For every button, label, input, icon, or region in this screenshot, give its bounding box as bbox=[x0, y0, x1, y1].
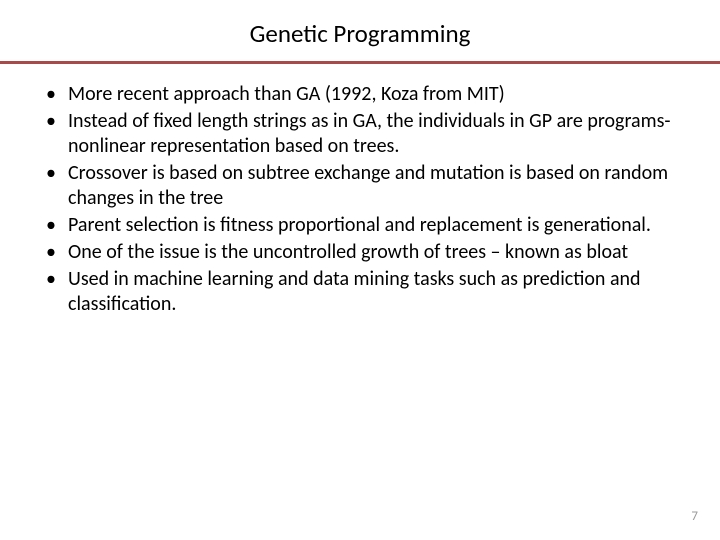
bullet-item: Instead of fixed length strings as in GA… bbox=[68, 109, 676, 159]
bullet-item: One of the issue is the uncontrolled gro… bbox=[68, 240, 676, 265]
bullet-item: Crossover is based on subtree exchange a… bbox=[68, 161, 676, 211]
title-block: Genetic Programming bbox=[0, 0, 720, 57]
slide-title: Genetic Programming bbox=[0, 18, 720, 49]
bullet-item: Used in machine learning and data mining… bbox=[68, 267, 676, 317]
bullet-item: More recent approach than GA (1992, Koza… bbox=[68, 82, 676, 107]
bullet-list: More recent approach than GA (1992, Koza… bbox=[0, 64, 720, 317]
page-number: 7 bbox=[691, 509, 698, 524]
slide: Genetic Programming More recent approach… bbox=[0, 0, 720, 540]
bullet-item: Parent selection is fitness proportional… bbox=[68, 213, 676, 238]
